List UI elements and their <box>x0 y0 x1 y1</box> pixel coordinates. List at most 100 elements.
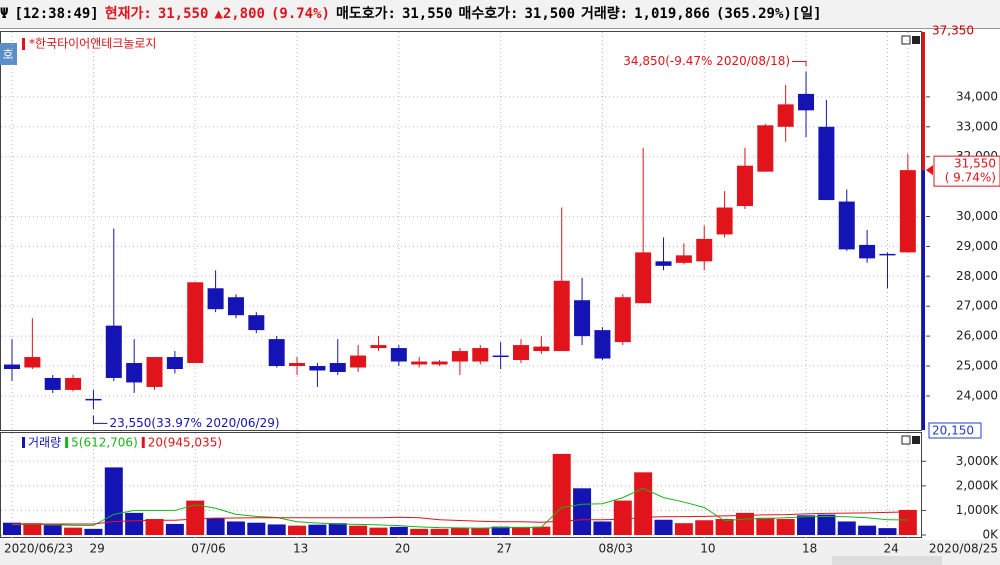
ask: 31,550 <box>401 6 453 22</box>
volume-bar <box>532 526 551 535</box>
legend-label: 거래량 <box>28 436 61 450</box>
x-tick-label: 27 <box>497 542 512 556</box>
x-tick-label: 20 <box>395 542 410 556</box>
candle-body <box>309 366 326 371</box>
volume-bar <box>695 520 714 535</box>
y-tick-label: 33,000 <box>956 119 998 133</box>
x-tick-label: 07/06 <box>191 542 226 556</box>
volume-bar <box>369 527 388 535</box>
candle-body <box>472 348 489 362</box>
candle-body <box>187 282 204 364</box>
candle-body <box>859 244 876 259</box>
candle-body <box>329 363 346 372</box>
bid: 31,500 <box>524 6 576 22</box>
scroll-controls[interactable] <box>832 556 942 565</box>
side-button[interactable] <box>0 43 17 65</box>
candle-body <box>146 357 163 387</box>
candle-body <box>350 355 367 368</box>
volume-bar <box>226 521 245 535</box>
y-tick-label: 30,000 <box>956 209 998 223</box>
side-button-label: 호 <box>2 48 13 62</box>
candle-body <box>431 361 448 365</box>
change: ▲2,800 <box>214 6 265 22</box>
volume-bar <box>328 523 347 535</box>
header-bar: Ψ [12:38:49] 현재가: 31,550 ▲2,800 (9.74%) 매도호가: 3… <box>0 0 1000 29</box>
volume-bar <box>593 521 612 535</box>
volume-bar <box>776 519 795 535</box>
candle-body <box>716 207 733 235</box>
volume-bar <box>797 515 816 535</box>
candle-body <box>227 297 244 316</box>
volume-bar <box>125 512 144 535</box>
x-tick-label: 08/03 <box>598 542 633 556</box>
legend-label: 20(945,035) <box>148 436 222 450</box>
lower-label-box <box>928 422 982 439</box>
high-arrow <box>792 60 807 67</box>
panel-button[interactable] <box>912 36 920 44</box>
volume-bar <box>308 524 327 535</box>
legend-label: 5(612,706) <box>71 436 138 450</box>
price-label: 현재가: <box>104 6 152 22</box>
candle-body <box>513 345 529 361</box>
volume-bar <box>613 500 632 535</box>
y-tick-label: 34,000 <box>956 89 998 103</box>
volume-bar <box>389 526 408 535</box>
high-annotation: 34,850(-9.47% 2020/08/18) <box>623 54 790 68</box>
volume-bar <box>654 519 673 535</box>
volume-bar <box>837 521 856 535</box>
candle-body <box>4 364 20 369</box>
volume-bar <box>43 525 62 535</box>
volume-bar <box>84 528 103 535</box>
candle-body <box>777 104 794 127</box>
volume-bar <box>64 527 83 535</box>
candle-body <box>594 330 611 359</box>
candle-body <box>655 261 672 266</box>
legend-marker <box>22 437 25 448</box>
y-tick-label: 26,000 <box>956 329 998 343</box>
upper-label: 37,350 <box>932 24 974 38</box>
ma-line <box>12 511 908 525</box>
volume-bar <box>3 522 21 535</box>
candle-body <box>635 252 652 304</box>
candle-body <box>370 345 387 349</box>
volume-bar <box>450 527 469 535</box>
candle-body <box>553 280 570 352</box>
volume-bar <box>23 523 42 535</box>
candle-body <box>24 357 41 368</box>
volume-bar <box>817 514 836 535</box>
period[interactable]: [일] <box>791 6 822 22</box>
y-tick-label: 1,000K <box>956 503 999 517</box>
panel-button[interactable] <box>912 436 920 444</box>
y-tick-label: 3,000K <box>956 454 999 468</box>
volume-bar <box>186 500 205 535</box>
candle-body <box>818 126 835 201</box>
panel-button[interactable] <box>901 35 911 45</box>
menu-icon[interactable]: Ψ <box>0 6 9 22</box>
volume-bar <box>573 488 592 535</box>
background <box>0 30 1000 565</box>
volume-bar <box>288 525 307 535</box>
candle-body <box>207 288 224 310</box>
last-change: ( 9.74%) <box>945 171 996 185</box>
volume: 1,019,866 <box>634 6 710 22</box>
x-tick-label: 10 <box>700 542 715 556</box>
panel-button[interactable] <box>901 435 911 445</box>
volume-bar <box>247 522 266 535</box>
volume-bar <box>430 528 449 535</box>
candle-body <box>268 339 285 367</box>
volume-bar <box>512 526 530 535</box>
volume-pct: (365.29%) <box>715 6 792 22</box>
volume-bar <box>634 472 653 535</box>
candle-body <box>451 351 468 362</box>
candle-body <box>675 255 692 263</box>
candle-body <box>390 348 407 362</box>
candle-body <box>44 377 61 390</box>
y-tick-label: 28,000 <box>956 269 998 283</box>
candle-body <box>492 355 509 358</box>
volume-bar <box>898 509 917 535</box>
volume-bar <box>756 517 775 535</box>
ma-line <box>11 487 908 529</box>
candle-body <box>85 398 102 401</box>
